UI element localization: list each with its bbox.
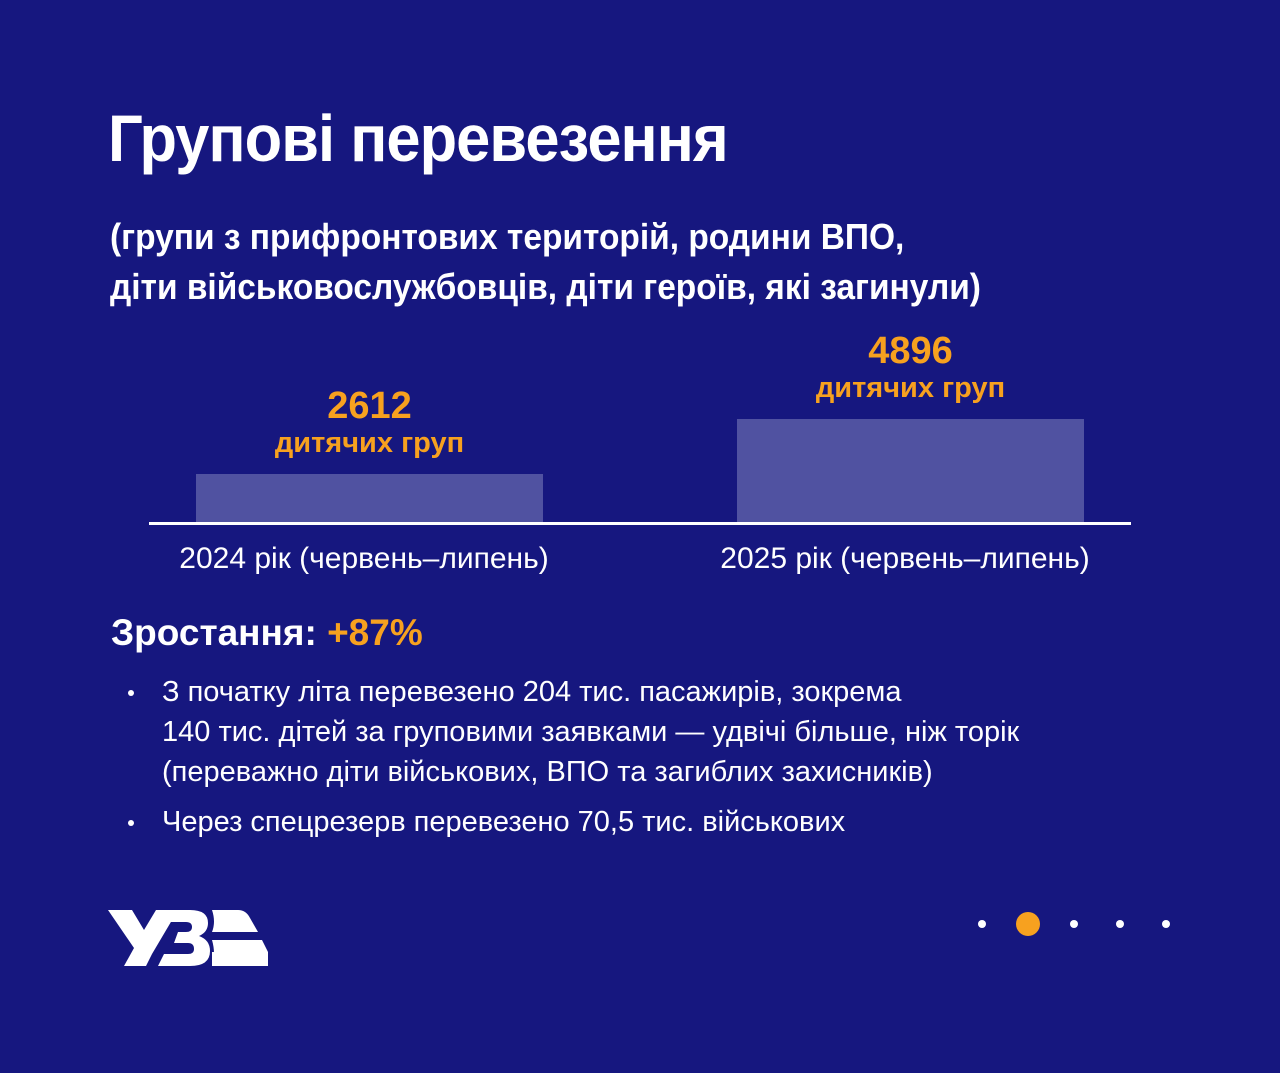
list-item-line: Через спецрезерв перевезено 70,5 тис. ві… bbox=[162, 806, 846, 838]
page-title: Групові перевезення bbox=[108, 101, 729, 175]
subtitle-line-1: (групи з прифронтових територій, родини … bbox=[110, 216, 905, 257]
bar-2024-category: 2024 рік (червень–липень) bbox=[179, 542, 549, 575]
page-dot-1[interactable] bbox=[978, 920, 986, 928]
growth-label: Зростання: bbox=[111, 612, 317, 653]
list-item-line: 140 тис. дітей за груповими заявками — у… bbox=[162, 716, 1020, 748]
growth-value: +87% bbox=[327, 612, 423, 653]
bullet-icon bbox=[128, 690, 134, 696]
bar-2025-value: 4896 bbox=[868, 330, 953, 372]
list-item-line: (переважно діти військових, ВПО та загиб… bbox=[162, 756, 933, 788]
bar-2025 bbox=[737, 419, 1084, 523]
bar-2024 bbox=[196, 474, 543, 523]
page-dot-2-active[interactable] bbox=[1016, 912, 1040, 936]
chart-baseline bbox=[149, 522, 1131, 525]
facts-list: З початку літа перевезено 204 тис. пасаж… bbox=[128, 672, 1228, 852]
subtitle-line-2: діти військовослужбовців, діти героїв, я… bbox=[110, 266, 981, 307]
page-subtitle: (групи з прифронтових територій, родини … bbox=[110, 212, 981, 312]
bar-2024-unit: дитячих груп bbox=[274, 427, 465, 459]
list-item-line: З початку літа перевезено 204 тис. пасаж… bbox=[162, 676, 902, 708]
list-item: Через спецрезерв перевезено 70,5 тис. ві… bbox=[128, 802, 1228, 842]
page-dot-3[interactable] bbox=[1070, 920, 1078, 928]
growth-summary: Зростання: +87% bbox=[111, 612, 423, 654]
page-dot-4[interactable] bbox=[1116, 920, 1124, 928]
bar-2024-value: 2612 bbox=[327, 385, 412, 427]
bar-2025-unit: дитячих груп bbox=[815, 372, 1006, 404]
slide-pagination bbox=[970, 910, 1180, 940]
list-item: З початку літа перевезено 204 тис. пасаж… bbox=[128, 672, 1228, 792]
bar-chart: 2612 дитячих груп 2024 рік (червень–липе… bbox=[149, 330, 1131, 575]
bullet-icon bbox=[128, 820, 134, 826]
bar-2025-category: 2025 рік (червень–липень) bbox=[720, 542, 1090, 575]
page-dot-5[interactable] bbox=[1162, 920, 1170, 928]
uz-railway-logo-icon bbox=[108, 908, 268, 968]
